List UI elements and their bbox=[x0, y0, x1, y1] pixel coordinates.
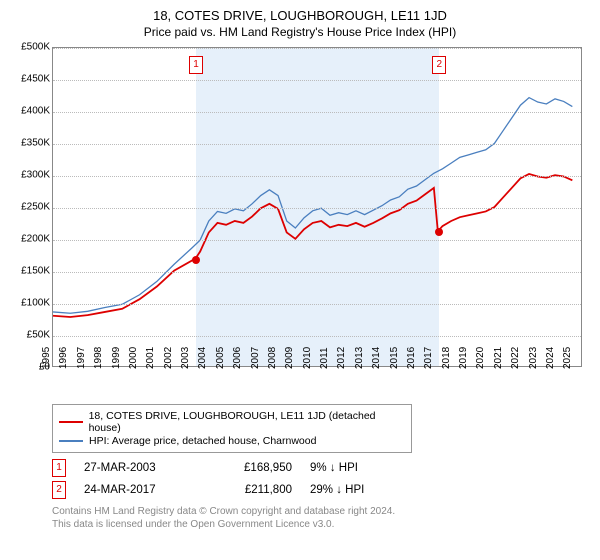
gridline bbox=[53, 176, 581, 177]
xtick-label: 2021 bbox=[493, 347, 504, 369]
xtick-label: 1996 bbox=[58, 347, 69, 369]
xtick-label: 2012 bbox=[336, 347, 347, 369]
note-price: £168,950 bbox=[212, 462, 292, 474]
credits: Contains HM Land Registry data © Crown c… bbox=[52, 505, 590, 531]
xtick-label: 1995 bbox=[41, 347, 52, 369]
plot-region: 12 bbox=[52, 47, 582, 367]
xtick-label: 2017 bbox=[423, 347, 434, 369]
gridline bbox=[53, 304, 581, 305]
ytick-label: £100K bbox=[14, 298, 50, 309]
ytick-label: £300K bbox=[14, 170, 50, 181]
legend-row: HPI: Average price, detached house, Char… bbox=[59, 435, 405, 447]
xtick-label: 2015 bbox=[389, 347, 400, 369]
series-line bbox=[53, 98, 572, 314]
ytick-label: £500K bbox=[14, 42, 50, 53]
ytick-label: £50K bbox=[14, 330, 50, 341]
chart-area: 12 £0£50K£100K£150K£200K£250K£300K£350K£… bbox=[10, 47, 590, 402]
legend: 18, COTES DRIVE, LOUGHBOROUGH, LE11 1JD … bbox=[52, 404, 412, 453]
gridline bbox=[53, 144, 581, 145]
xtick-label: 2002 bbox=[163, 347, 174, 369]
credit-line: Contains HM Land Registry data © Crown c… bbox=[52, 505, 590, 518]
ytick-label: £200K bbox=[14, 234, 50, 245]
legend-label: 18, COTES DRIVE, LOUGHBOROUGH, LE11 1JD … bbox=[89, 410, 405, 434]
xtick-label: 2006 bbox=[232, 347, 243, 369]
marker-label: 1 bbox=[189, 56, 203, 74]
legend-row: 18, COTES DRIVE, LOUGHBOROUGH, LE11 1JD … bbox=[59, 410, 405, 434]
credit-line: This data is licensed under the Open Gov… bbox=[52, 518, 590, 531]
gridline bbox=[53, 48, 581, 49]
chart-svg bbox=[53, 48, 581, 366]
note-date: 27-MAR-2003 bbox=[84, 462, 194, 474]
transaction-dot bbox=[192, 256, 200, 264]
ytick-label: £350K bbox=[14, 138, 50, 149]
xtick-label: 1999 bbox=[111, 347, 122, 369]
marker-label: 2 bbox=[432, 56, 446, 74]
xtick-label: 2005 bbox=[215, 347, 226, 369]
transaction-dot bbox=[435, 228, 443, 236]
xtick-label: 2001 bbox=[145, 347, 156, 369]
series-line bbox=[53, 174, 572, 317]
gridline bbox=[53, 336, 581, 337]
xtick-label: 2014 bbox=[371, 347, 382, 369]
note-row: 2 24-MAR-2017 £211,800 29% ↓ HPI bbox=[52, 481, 590, 499]
xtick-label: 2007 bbox=[250, 347, 261, 369]
ytick-label: £400K bbox=[14, 106, 50, 117]
subtitle: Price paid vs. HM Land Registry's House … bbox=[10, 25, 590, 39]
gridline bbox=[53, 208, 581, 209]
note-diff: 29% ↓ HPI bbox=[310, 484, 390, 496]
xtick-label: 2024 bbox=[545, 347, 556, 369]
xtick-label: 2013 bbox=[354, 347, 365, 369]
xtick-label: 2025 bbox=[562, 347, 573, 369]
xtick-label: 1997 bbox=[76, 347, 87, 369]
note-diff: 9% ↓ HPI bbox=[310, 462, 390, 474]
xtick-label: 2008 bbox=[267, 347, 278, 369]
xtick-label: 2018 bbox=[441, 347, 452, 369]
note-marker-box: 2 bbox=[52, 481, 66, 499]
xtick-label: 2009 bbox=[284, 347, 295, 369]
gridline bbox=[53, 80, 581, 81]
legend-label: HPI: Average price, detached house, Char… bbox=[89, 435, 316, 447]
xtick-label: 2020 bbox=[475, 347, 486, 369]
gridline bbox=[53, 240, 581, 241]
note-price: £211,800 bbox=[212, 484, 292, 496]
ytick-label: £150K bbox=[14, 266, 50, 277]
ytick-label: £250K bbox=[14, 202, 50, 213]
xtick-label: 1998 bbox=[93, 347, 104, 369]
chart-container: 18, COTES DRIVE, LOUGHBOROUGH, LE11 1JD … bbox=[0, 0, 600, 560]
note-marker-box: 1 bbox=[52, 459, 66, 477]
legend-swatch bbox=[59, 421, 83, 423]
xtick-label: 2004 bbox=[197, 347, 208, 369]
legend-swatch bbox=[59, 440, 83, 442]
ytick-label: £450K bbox=[14, 74, 50, 85]
page-title: 18, COTES DRIVE, LOUGHBOROUGH, LE11 1JD bbox=[10, 8, 590, 23]
note-date: 24-MAR-2017 bbox=[84, 484, 194, 496]
xtick-label: 2019 bbox=[458, 347, 469, 369]
xtick-label: 2022 bbox=[510, 347, 521, 369]
xtick-label: 2023 bbox=[528, 347, 539, 369]
xtick-label: 2016 bbox=[406, 347, 417, 369]
xtick-label: 2003 bbox=[180, 347, 191, 369]
note-row: 1 27-MAR-2003 £168,950 9% ↓ HPI bbox=[52, 459, 590, 477]
gridline bbox=[53, 272, 581, 273]
transaction-notes: 1 27-MAR-2003 £168,950 9% ↓ HPI 2 24-MAR-2017… bbox=[52, 459, 590, 499]
gridline bbox=[53, 112, 581, 113]
xtick-label: 2011 bbox=[319, 347, 330, 369]
xtick-label: 2000 bbox=[128, 347, 139, 369]
title-block: 18, COTES DRIVE, LOUGHBOROUGH, LE11 1JD … bbox=[10, 8, 590, 39]
xtick-label: 2010 bbox=[302, 347, 313, 369]
